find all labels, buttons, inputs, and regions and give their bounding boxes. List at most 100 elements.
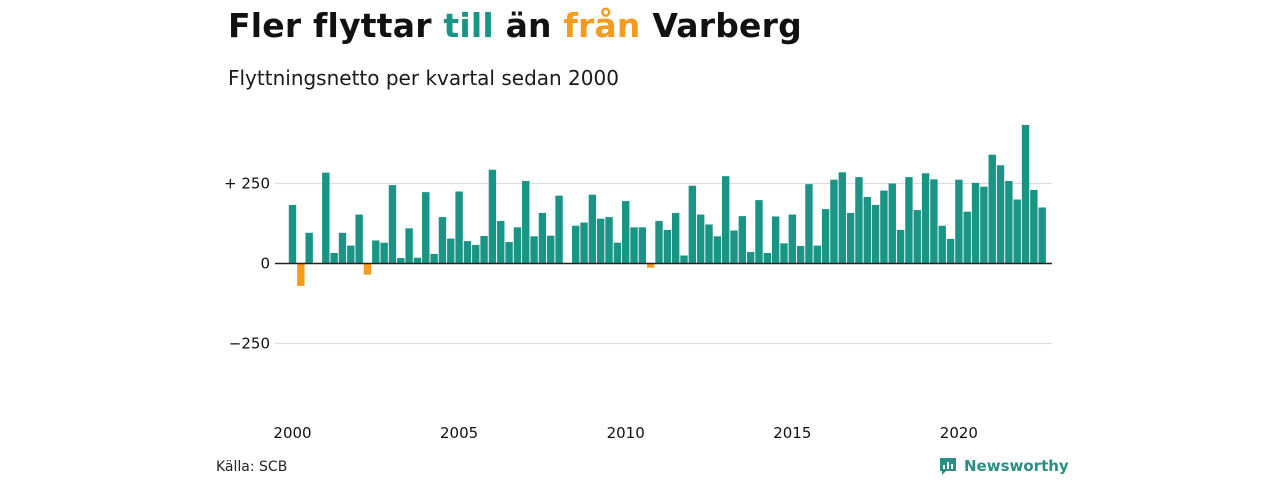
bar — [671, 212, 680, 264]
x-tick-label: 2010 — [607, 424, 645, 442]
bar — [846, 212, 855, 264]
bar — [771, 216, 780, 264]
bar — [305, 232, 313, 264]
bar — [996, 165, 1005, 264]
brand: Newsworthy — [938, 456, 1069, 476]
bar — [605, 217, 613, 264]
bar — [1013, 199, 1021, 264]
bar — [505, 242, 513, 264]
title-part: Varberg — [640, 6, 802, 45]
bar — [622, 201, 630, 264]
bar — [347, 245, 355, 264]
chart-title: Fler flyttar till än från Varberg — [228, 6, 802, 45]
bar — [1005, 180, 1013, 264]
bar — [530, 236, 538, 264]
bar — [463, 241, 472, 264]
bar — [497, 220, 505, 264]
bar — [438, 217, 447, 264]
bar — [946, 238, 955, 264]
bar — [547, 235, 555, 264]
bar — [513, 227, 522, 264]
bar — [930, 179, 938, 264]
bar — [796, 245, 805, 264]
bar — [355, 214, 363, 264]
title-highlight-till: till — [443, 6, 494, 45]
y-tick-label: 0 — [260, 255, 270, 273]
x-tick-label: 2000 — [273, 424, 311, 442]
bar — [572, 225, 580, 264]
bar — [646, 263, 655, 268]
bar — [480, 235, 488, 264]
bar — [880, 190, 888, 264]
bar — [430, 253, 438, 264]
x-tick-label: 2015 — [773, 424, 811, 442]
bar — [821, 209, 830, 264]
bar — [780, 243, 788, 264]
bar — [680, 255, 688, 264]
bar — [538, 212, 547, 264]
bar — [638, 227, 647, 264]
bar — [980, 186, 988, 264]
bar — [905, 177, 913, 264]
bar — [380, 242, 388, 264]
bar — [522, 180, 530, 264]
source-note: Källa: SCB — [216, 459, 288, 475]
newsworthy-logo-icon — [940, 458, 956, 475]
bar — [322, 172, 330, 264]
bar — [330, 252, 338, 264]
bar — [988, 154, 996, 264]
chart-subtitle: Flyttningsnetto per kvartal sedan 2000 — [228, 66, 619, 90]
bar — [813, 245, 821, 264]
bar — [788, 214, 796, 264]
x-tick-label: 2005 — [440, 424, 478, 442]
bar — [888, 183, 896, 264]
bar — [488, 169, 497, 264]
bar — [755, 200, 763, 264]
bar — [913, 210, 921, 264]
bar — [372, 240, 380, 264]
bar — [580, 222, 588, 264]
bar — [738, 216, 747, 264]
bar — [730, 230, 738, 264]
bar — [588, 194, 597, 264]
bar — [1021, 124, 1030, 264]
bar — [746, 251, 755, 264]
bar — [830, 179, 838, 264]
bar — [388, 185, 397, 264]
bar — [455, 191, 463, 264]
bar — [447, 238, 455, 264]
bar — [655, 220, 663, 264]
bar — [1030, 189, 1038, 264]
bar — [688, 185, 697, 264]
bar — [288, 204, 297, 264]
bar — [630, 227, 638, 264]
brand-name: Newsworthy — [964, 457, 1069, 475]
bar — [297, 263, 305, 286]
title-part: än — [493, 6, 564, 45]
bar — [663, 229, 672, 264]
bar — [921, 173, 930, 264]
bar — [597, 218, 605, 264]
title-part: Fler flyttar — [228, 6, 444, 45]
bar — [971, 182, 980, 264]
y-tick-label: + 250 — [224, 175, 270, 193]
bar — [871, 204, 880, 264]
bar — [938, 225, 946, 264]
bar — [955, 179, 963, 264]
title-highlight-fran: från — [563, 6, 641, 45]
bar — [472, 244, 480, 264]
bar — [613, 242, 622, 264]
bar — [805, 184, 813, 264]
y-tick-label: −250 — [229, 335, 270, 353]
bar — [696, 214, 705, 264]
bar — [896, 229, 905, 264]
x-tick-label: 2020 — [940, 424, 978, 442]
bar — [855, 177, 863, 264]
bar — [838, 172, 846, 264]
bar — [363, 263, 372, 275]
bar — [413, 257, 422, 264]
bar — [1038, 207, 1046, 264]
bar — [338, 232, 347, 264]
bar — [705, 224, 713, 264]
